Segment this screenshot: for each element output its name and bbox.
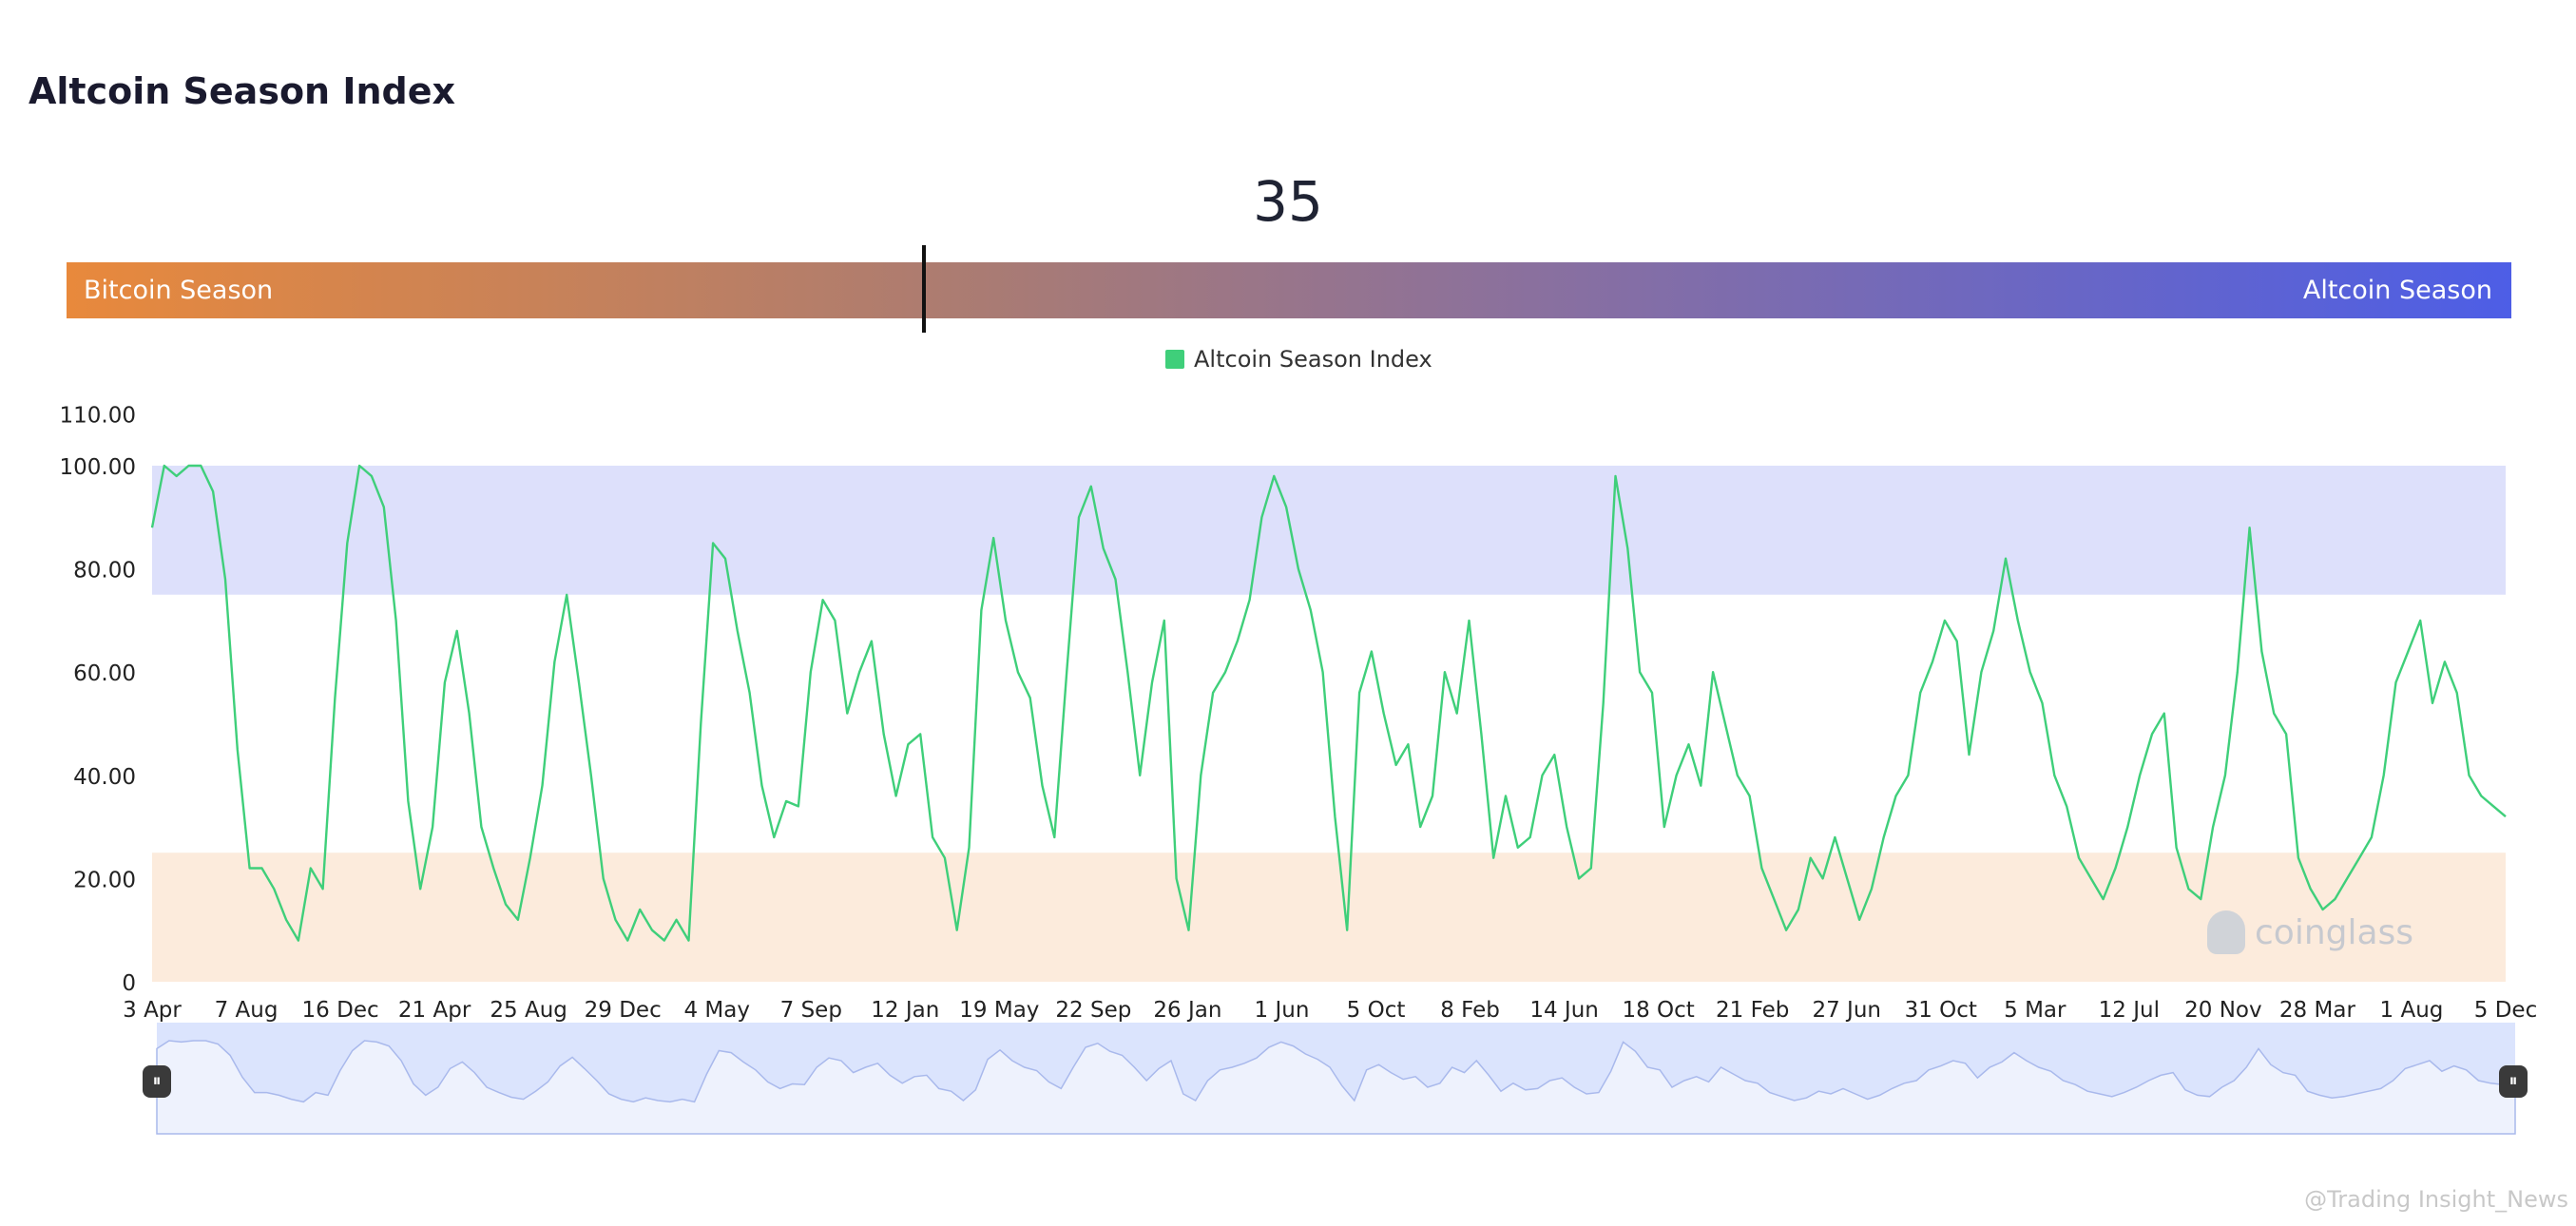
legend-swatch [1165, 350, 1184, 369]
x-tick-label: 1 Jun [1255, 998, 1310, 1023]
legend-label: Altcoin Season Index [1194, 346, 1432, 373]
navigator-right-handle[interactable]: ⏸ [2499, 1065, 2528, 1098]
x-tick-label: 5 Oct [1347, 998, 1406, 1023]
y-tick-label: 0 [122, 971, 136, 996]
x-tick-label: 29 Dec [585, 998, 662, 1023]
x-tick-label: 22 Sep [1055, 998, 1131, 1023]
x-tick-label: 8 Feb [1440, 998, 1500, 1023]
x-tick-label: 27 Jun [1812, 998, 1881, 1023]
y-tick-label: 20.00 [73, 868, 136, 892]
x-tick-label: 16 Dec [302, 998, 379, 1023]
x-tick-label: 12 Jan [871, 998, 939, 1023]
y-tick-label: 110.00 [60, 404, 136, 429]
altcoin-season-band [152, 466, 2506, 595]
x-tick-label: 1 Aug [2380, 998, 2444, 1023]
index-value: 35 [1253, 169, 1323, 234]
navigator-left-handle[interactable]: ⏸ [143, 1065, 171, 1098]
coinglass-watermark: coinglass [2207, 910, 2413, 954]
altcoin-season-label: Altcoin Season [2302, 276, 2492, 305]
page-title: Altcoin Season Index [29, 70, 456, 112]
gauge-marker [922, 245, 926, 333]
bitcoin-season-band [152, 852, 2506, 982]
index-series-line [150, 464, 2507, 942]
x-tick-label: 5 Mar [2004, 998, 2067, 1023]
x-tick-label: 4 May [683, 998, 750, 1023]
x-tick-label: 21 Apr [398, 998, 471, 1023]
x-tick-label: 19 May [959, 998, 1039, 1023]
x-tick-label: 3 Apr [123, 998, 182, 1023]
y-tick-label: 40.00 [73, 765, 136, 790]
chart-legend[interactable]: Altcoin Season Index [1165, 346, 1432, 373]
y-tick-label: 80.00 [73, 559, 136, 584]
watermark-text: coinglass [2255, 912, 2414, 952]
x-tick-label: 31 Oct [1905, 998, 1977, 1023]
x-tick-label: 5 Dec [2474, 998, 2537, 1023]
x-tick-label: 26 Jan [1153, 998, 1221, 1023]
source-credit: @Trading Insight_News [2304, 1186, 2568, 1213]
x-tick-label: 7 Aug [215, 998, 279, 1023]
navigator-series-area [156, 1040, 2516, 1135]
x-tick-label: 14 Jun [1529, 998, 1599, 1023]
x-tick-label: 21 Feb [1716, 998, 1789, 1023]
coinglass-logo-icon [2207, 910, 2245, 954]
x-tick-label: 20 Nov [2184, 998, 2261, 1023]
x-tick-label: 25 Aug [490, 998, 567, 1023]
season-gauge-bar: Bitcoin Season Altcoin Season [67, 262, 2511, 318]
x-tick-label: 7 Sep [780, 998, 842, 1023]
x-tick-label: 28 Mar [2279, 998, 2356, 1023]
y-tick-label: 100.00 [60, 455, 136, 480]
y-tick-label: 60.00 [73, 661, 136, 686]
x-tick-label: 12 Jul [2099, 998, 2160, 1023]
x-tick-label: 18 Oct [1622, 998, 1694, 1023]
bitcoin-season-label: Bitcoin Season [84, 276, 274, 305]
